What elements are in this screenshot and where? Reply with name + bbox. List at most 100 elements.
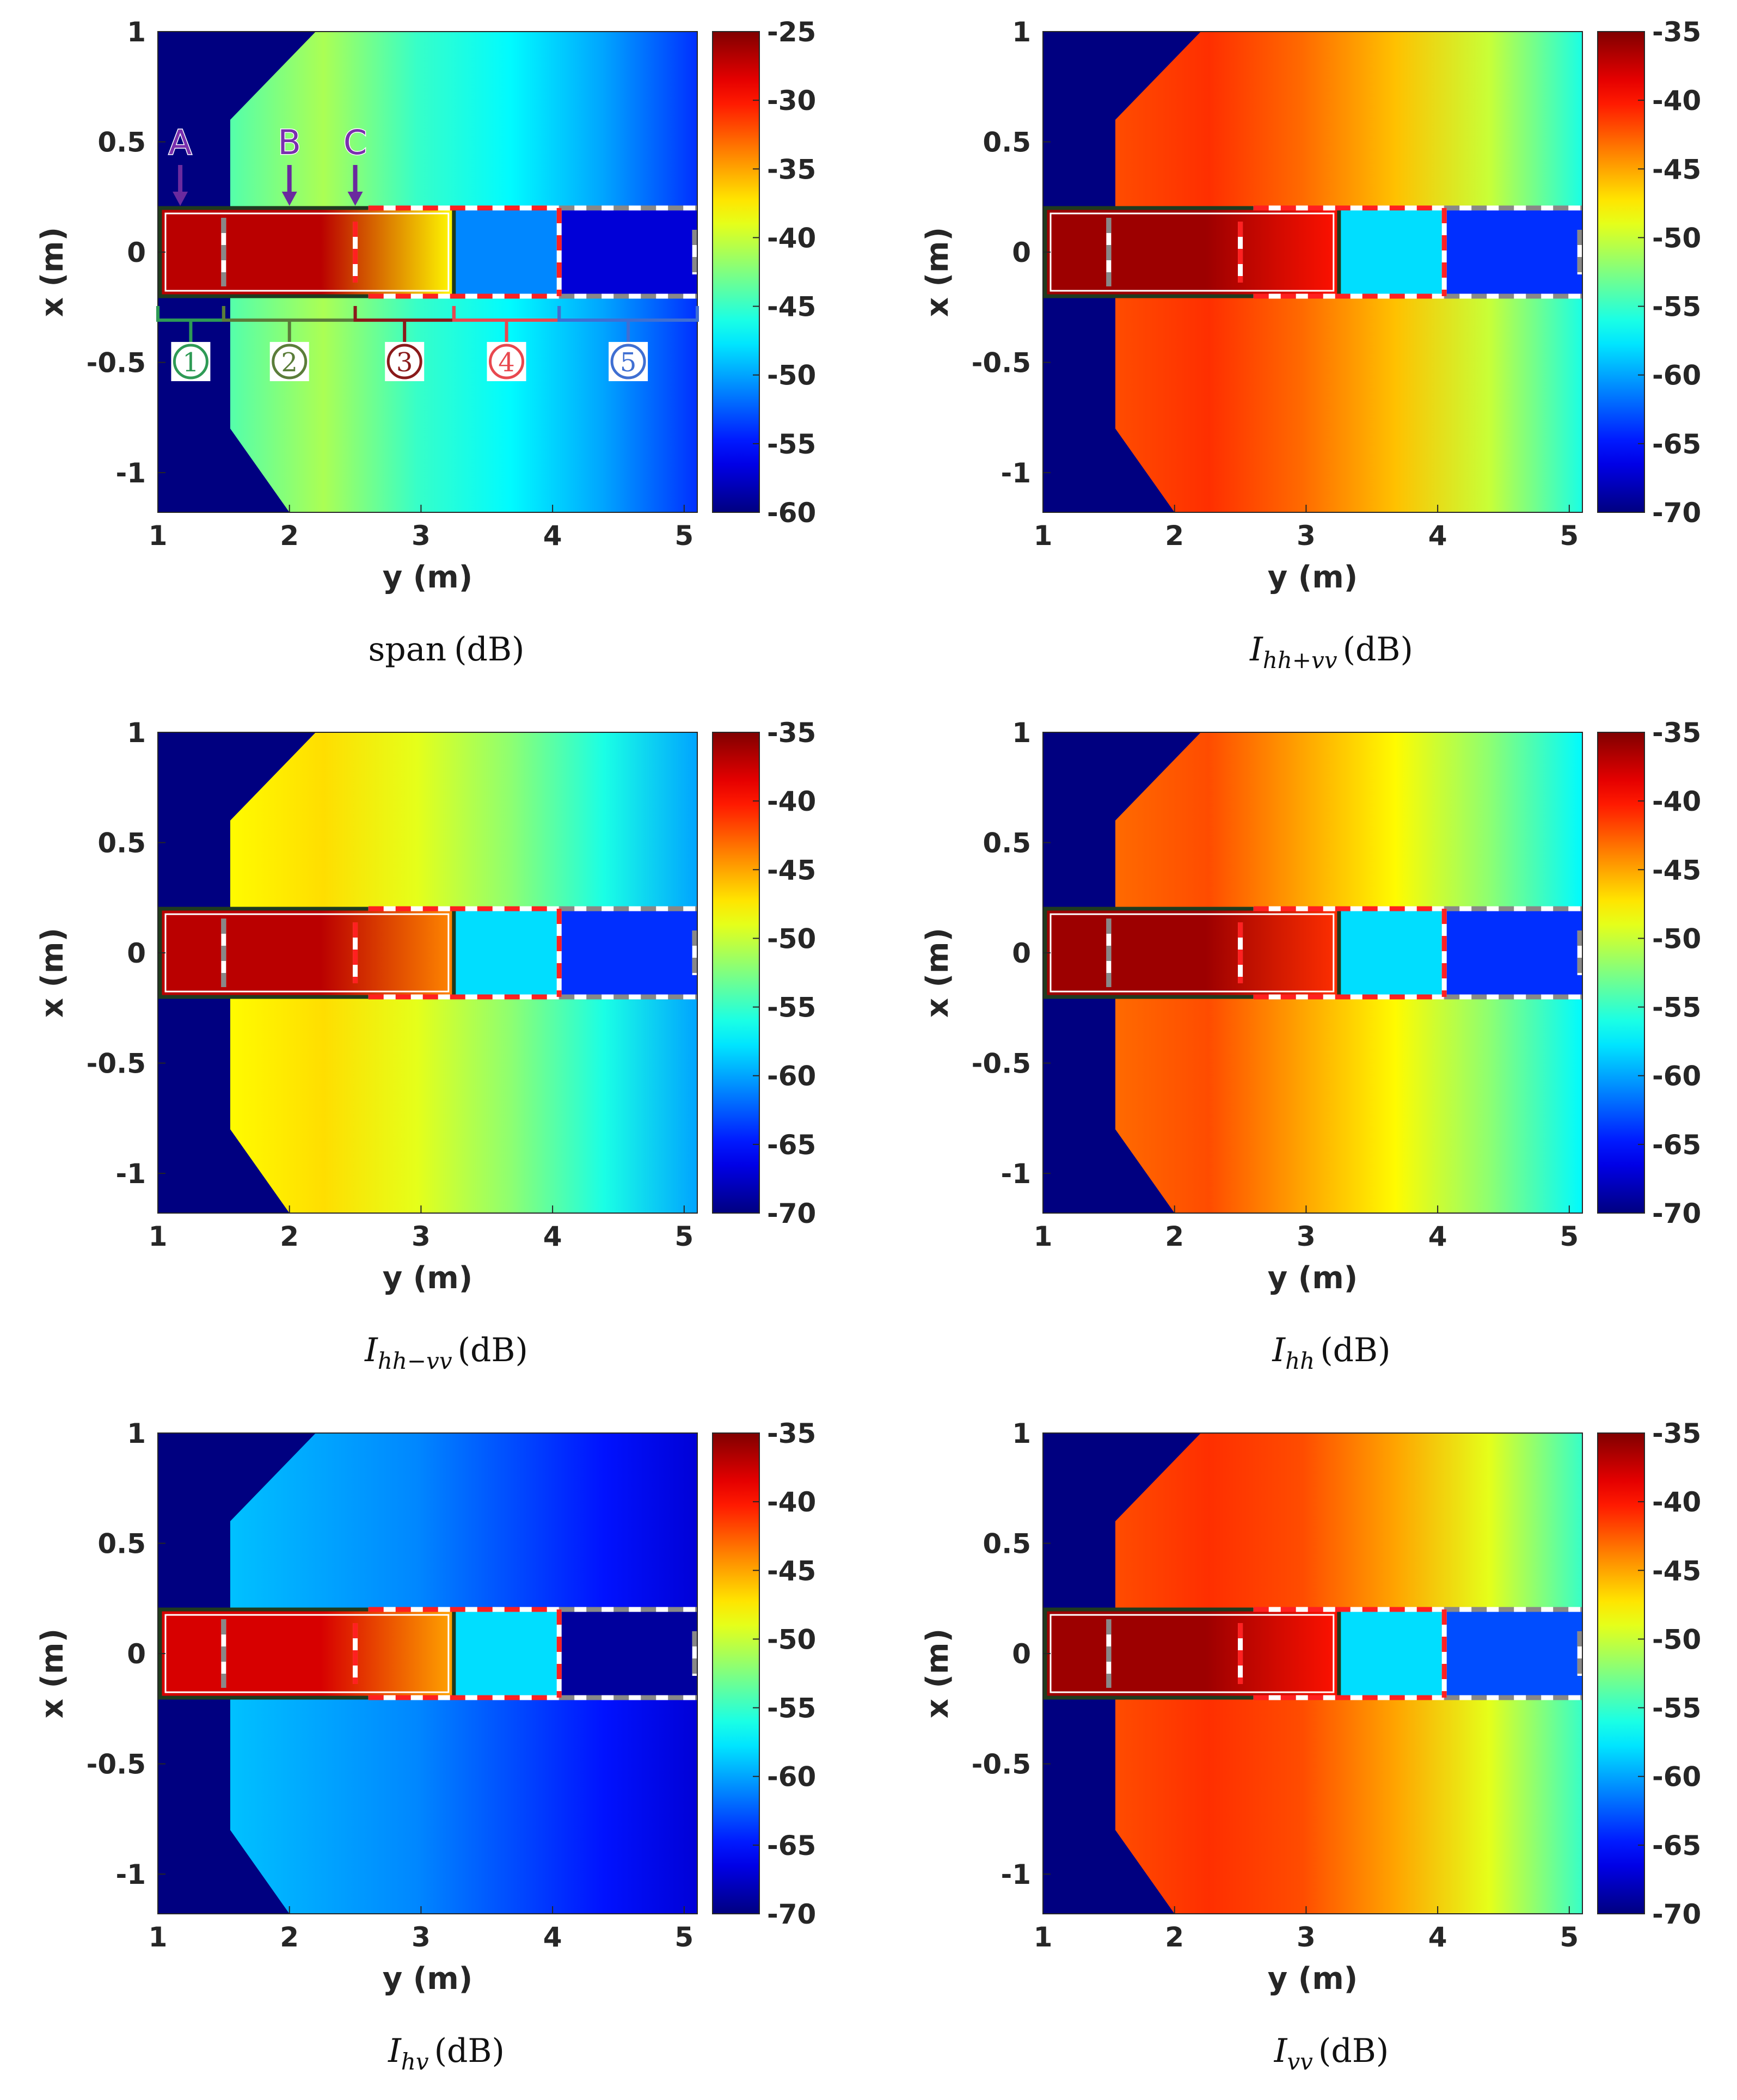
zone-badge [272,344,308,379]
y-tick-label: -1 [1001,457,1031,489]
colorbar-tick-label: -40 [767,1486,816,1518]
corridor-middle [453,909,560,997]
colorbar-tick-label: -70 [767,1198,816,1229]
y-axis-label: x (m) [920,1628,955,1718]
y-axis-label: x (m) [920,227,955,317]
y-tick-label: -1 [115,457,146,489]
panel-caption: Ivv (dB) [1274,2032,1389,2075]
colorbar-tick-label: -50 [767,1624,816,1655]
colorbar-tick-label: -55 [1652,1693,1701,1724]
colorbar-tick-label: -45 [767,1555,816,1587]
x-tick-label: 4 [543,1221,562,1252]
zone-badge [610,344,646,379]
x-axis-label: y (m) [383,1260,473,1296]
colorbar-tick-label: -70 [1652,1899,1701,1930]
x-tick-label: 5 [674,520,693,552]
x-tick-label: 2 [280,1921,299,1953]
x-tick-label: 3 [412,520,431,552]
colorbar-tick-label: -35 [1652,1418,1701,1449]
colorbar-tick-label: -50 [1652,1624,1701,1655]
panel-1: 1 2 3 4 5 1 0.5 0 -0.5 -1 y (m) x (m) -25 -30 -35 -40 -4… [35,16,816,669]
y-tick-label: 0.5 [983,828,1031,859]
plot-frame [1042,732,1583,1214]
y-tick-label: -0.5 [87,1048,146,1080]
panel-2: 1 2 3 4 5 1 0.5 0 -0.5 -1 y (m) x (m) -35 -40 -45 -50 -5… [920,16,1701,674]
x-tick-label: 5 [1560,1921,1579,1953]
y-tick-label: 0.5 [97,828,146,859]
y-tick-label: -0.5 [972,1749,1031,1780]
x-tick-label: 3 [1297,520,1316,552]
x-tick-label: 1 [149,1221,168,1252]
zone-label: 5 [620,347,637,378]
marker-label: C [343,123,367,162]
y-tick-label: 0 [1012,938,1031,969]
colorbar-tick-label: -70 [1652,1198,1701,1229]
panel-caption: Ihh+vv (dB) [1249,630,1413,674]
plot-frame [157,1432,698,1914]
x-tick-label: 1 [1034,1921,1053,1953]
x-tick-label: 3 [1297,1921,1316,1953]
y-axis-label: x (m) [920,928,955,1018]
x-axis-label: y (m) [1268,560,1358,595]
panel-5: 1 2 3 4 5 1 0.5 0 -0.5 -1 y (m) x (m) -35 -40 -45 -50 -5… [35,1418,816,2075]
x-tick-label: 4 [543,520,562,552]
colorbar-tick-label: -60 [767,1761,816,1793]
y-tick-label: 1 [127,717,146,749]
colorbar-tick-label: -60 [767,497,816,529]
colorbar-tick-label: -25 [767,16,816,48]
x-tick-label: 3 [412,1921,431,1953]
y-tick-label: 1 [127,1418,146,1449]
corridor-middle [1339,1609,1445,1698]
colorbar-tick-label: -35 [1652,16,1701,48]
x-tick-label: 3 [1297,1221,1316,1252]
y-tick-label: -1 [115,1859,146,1890]
panel-caption: Ihh (dB) [1272,1331,1390,1374]
x-tick-label: 4 [1428,520,1447,552]
y-tick-label: -1 [1001,1158,1031,1190]
heatmap-field [158,1433,697,1914]
marker-label: A [169,123,192,162]
y-tick-label: -0.5 [87,1749,146,1780]
x-tick-label: 4 [1428,1221,1447,1252]
colorbar-tick-label: -40 [767,786,816,817]
colorbar [712,1432,760,1914]
panel-caption: span (dB) [369,630,525,669]
colorbar-tick-label: -60 [767,1061,816,1092]
y-axis-label: x (m) [35,928,70,1018]
y-tick-label: 1 [1012,717,1031,749]
colorbar-tick-label: -65 [1652,428,1701,460]
y-tick-label: 0.5 [983,1528,1031,1560]
colorbar-tick-label: -60 [1652,360,1701,391]
zone-badge [386,344,422,379]
colorbar-tick-label: -40 [1652,786,1701,817]
panel-3: 1 2 3 4 5 1 0.5 0 -0.5 -1 y (m) x (m) -35 -40 -45 -50 -5… [35,717,816,1374]
colorbar-tick-label: -35 [767,154,816,185]
corridor-inner [158,909,454,997]
zone-label: 3 [396,347,413,378]
y-tick-label: 0 [1012,237,1031,268]
corridor-outer [559,208,697,297]
y-tick-label: 0.5 [97,127,146,158]
x-tick-label: 1 [149,1921,168,1953]
colorbar-tick-label: -35 [1652,717,1701,749]
colorbar-tick-label: -45 [767,291,816,323]
y-tick-label: -1 [115,1158,146,1190]
colorbar-tick-label: -55 [1652,291,1701,323]
x-tick-label: 1 [149,520,168,552]
colorbar-tick-label: -40 [767,222,816,254]
corridor-outer [1444,909,1582,997]
colorbar-tick-label: -55 [767,1693,816,1724]
corridor-outer [559,909,697,997]
panel-4: 1 2 3 4 5 1 0.5 0 -0.5 -1 y (m) x (m) -35 -40 -45 -50 -5… [920,717,1701,1374]
y-tick-label: 0 [127,1638,146,1670]
x-tick-label: 2 [280,520,299,552]
plot-frame [157,31,698,513]
heatmap-field [1043,732,1582,1213]
x-axis-label: y (m) [383,560,473,595]
y-tick-label: 0 [127,237,146,268]
marker-arrowhead [281,192,297,206]
zone-label: 2 [281,347,298,378]
y-tick-label: 0 [127,938,146,969]
x-tick-label: 5 [674,1221,693,1252]
corridor-inner [1043,208,1339,297]
